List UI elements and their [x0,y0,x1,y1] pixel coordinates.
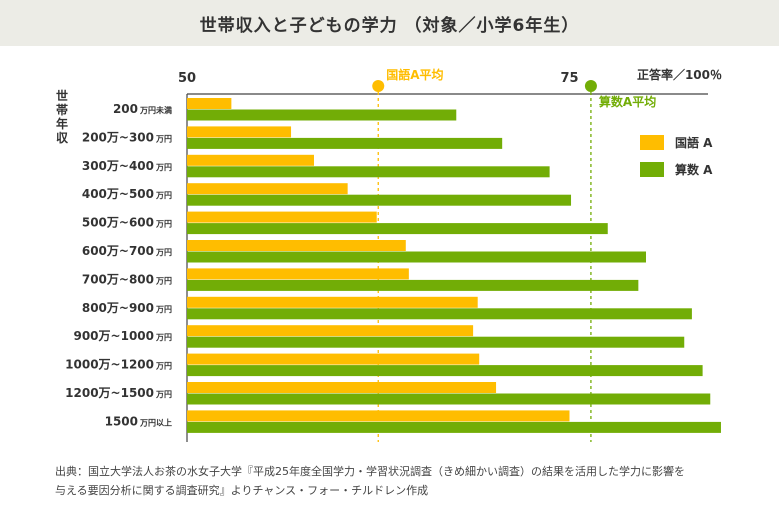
bar-sansu-11 [187,421,721,433]
ref-dot-0 [372,80,385,92]
bar-kokugo-6 [187,268,409,280]
bar-kokugo-10 [187,382,497,393]
bar-sansu-0 [187,109,457,121]
x-tick-label-0: 50 [178,71,196,86]
category-label-10: 1200万~1500 万円 [65,386,172,400]
bar-sansu-10 [187,393,711,405]
legend-item-sansu: 算数 A [640,161,712,178]
bar-sansu-4 [187,223,608,235]
bar-kokugo-3 [187,183,348,195]
y-axis-label-char-3: 収 [56,131,69,145]
bar-kokugo-5 [187,240,406,251]
category-label-8: 900万~1000 万円 [73,329,172,343]
bar-kokugo-7 [187,296,478,308]
bar-kokugo-9 [187,353,480,365]
bar-kokugo-8 [187,325,474,337]
bar-sansu-2 [187,166,550,178]
source-line-1: 出典：国立大学法人お茶の水女子大学『平成25年度全国学力・学習状況調査（きめ細か… [55,465,685,478]
x-tick-label-1: 75 [560,71,578,86]
bar-kokugo-2 [187,154,314,166]
bar-sansu-9 [187,365,703,377]
category-label-11: 1500 万円以上 [105,414,172,428]
bar-sansu-6 [187,279,639,291]
bar-sansu-3 [187,194,572,206]
category-label-2: 300万~400 万円 [82,159,172,173]
category-label-3: 400万~500 万円 [82,187,172,201]
source-note: 出典：国立大学法人お茶の水女子大学『平成25年度全国学力・学習状況調査（きめ細か… [55,462,755,500]
bar-sansu-7 [187,308,692,320]
ref-label-1: 算数A平均 [599,94,656,109]
legend-swatch-kokugo [640,135,664,150]
category-label-1: 200万~300 万円 [82,130,172,144]
x-axis-label: 正答率／100％ [637,67,722,82]
category-label-9: 1000万~1200 万円 [65,358,172,372]
title-bar: 世帯収入と子どもの学力 （対象／小学6年生） [0,0,779,46]
bar-sansu-1 [187,137,503,149]
category-label-6: 700万~800 万円 [82,272,172,286]
legend-swatch-sansu [640,162,664,177]
ref-dot-1 [584,80,597,92]
ref-label-0: 国語A平均 [386,67,443,82]
legend-item-kokugo: 国語 A [640,134,712,151]
bar-sansu-8 [187,336,685,348]
chart-title: 世帯収入と子どもの学力 （対象／小学6年生） [199,15,580,36]
legend-label-kokugo: 国語 A [675,136,713,150]
category-label-4: 500万~600 万円 [82,216,172,230]
y-axis-label-char-1: 帯 [56,102,68,117]
bar-kokugo-0 [187,98,232,109]
legend-label-sansu: 算数 A [675,163,713,177]
bar-sansu-5 [187,251,646,263]
y-axis-label-char-0: 世 [56,88,68,103]
category-label-5: 600万~700 万円 [82,244,172,258]
bar-kokugo-1 [187,126,292,138]
bar-kokugo-4 [187,211,377,223]
bar-kokugo-11 [187,410,570,422]
legend: 国語 A 算数 A [640,134,712,188]
category-label-7: 800万~900 万円 [82,301,172,315]
source-line-2: 与える要因分析に関する調査研究』よりチャンス・フォー・チルドレン作成 [55,484,429,497]
y-axis-label-char-2: 年 [56,116,68,131]
category-label-0: 200 万円未満 [113,102,172,116]
